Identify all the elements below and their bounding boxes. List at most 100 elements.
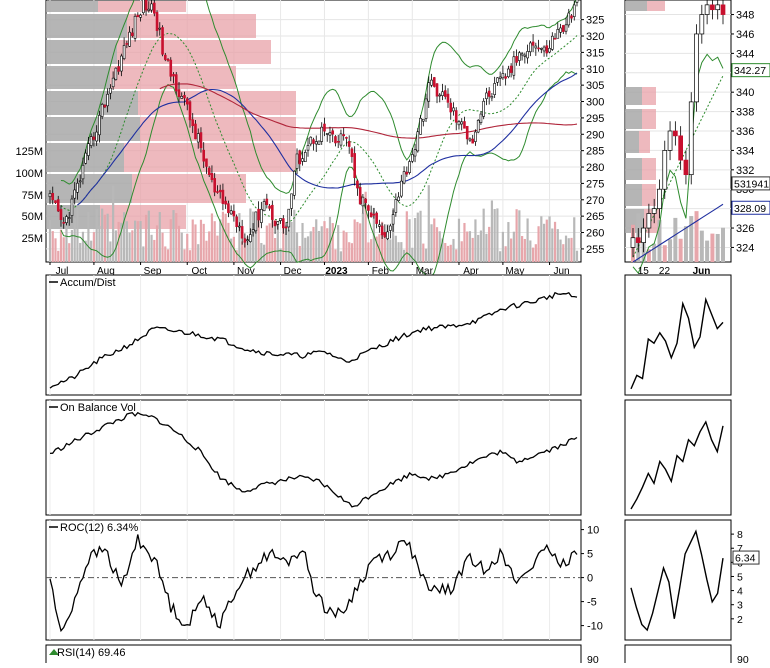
on-balance-vol-title: On Balance Vol xyxy=(60,402,136,414)
volume-bar xyxy=(405,211,408,262)
candle-body xyxy=(408,161,411,173)
volume-bar xyxy=(482,208,485,262)
candle-body xyxy=(540,48,543,50)
volume-axis: 25M 50M 75M 100M 125M xyxy=(15,146,43,245)
volume-bar xyxy=(79,242,82,262)
zoom-vbp-up xyxy=(625,1,647,11)
zoom-candle-body xyxy=(694,33,699,103)
zoom-vbp-up xyxy=(625,158,642,180)
moving-average-long xyxy=(159,83,578,139)
volume-bar xyxy=(199,219,203,262)
zoom-candle-body xyxy=(678,135,683,161)
roc-zoom-tick-label: 8 xyxy=(737,529,743,541)
roc-zoom-frame xyxy=(624,519,732,641)
volume-bar xyxy=(551,228,554,262)
candle-body xyxy=(306,145,310,151)
roc-value-label: 6.34 xyxy=(735,553,756,565)
price-tick-label: 325 xyxy=(586,15,604,27)
candle-body xyxy=(378,224,381,227)
candle-body xyxy=(490,96,494,99)
volume-bar xyxy=(139,221,142,262)
candle-body xyxy=(73,189,77,199)
volume-bar xyxy=(391,210,395,262)
volume-bar xyxy=(496,208,499,262)
candle-body xyxy=(188,101,192,121)
candle-body xyxy=(207,167,211,176)
candle-body xyxy=(323,123,326,132)
zoom-price-tick-label: 332 xyxy=(736,165,754,177)
roc-title: ROC(12) 6.34% xyxy=(60,522,138,534)
volume-by-price-down xyxy=(132,174,246,203)
volume-bar xyxy=(545,219,548,262)
zoom-vbp-down xyxy=(647,1,665,11)
volume-by-price-up xyxy=(46,14,127,38)
candle-body xyxy=(419,118,422,135)
candle-body xyxy=(369,212,373,218)
candle-body xyxy=(570,15,573,19)
candle-body xyxy=(526,51,529,59)
volume-bar xyxy=(95,209,98,262)
zoom-vbp-down xyxy=(642,109,656,129)
candle-body xyxy=(139,14,142,18)
price-tick-label: 320 xyxy=(586,31,604,43)
candle-body xyxy=(512,56,516,76)
volume-bar xyxy=(309,231,312,262)
volume-bar xyxy=(304,237,307,262)
roc-zoom-tick-label: 2 xyxy=(737,614,743,626)
candle-body xyxy=(246,239,249,241)
date-tick-label: Dec xyxy=(284,266,302,277)
volume-bar xyxy=(147,210,150,262)
zoom-date-tick-label: Jun xyxy=(693,266,711,277)
candle-body xyxy=(78,180,82,183)
candle-body xyxy=(100,103,104,117)
volume-by-price-down xyxy=(110,66,236,89)
candle-body xyxy=(553,37,557,40)
roc-line xyxy=(49,534,578,633)
candle-body xyxy=(161,27,164,55)
volume-bar xyxy=(76,208,79,262)
volume-bar xyxy=(282,228,285,262)
accum-dist-title: Accum/Dist xyxy=(60,277,116,289)
volume-bar xyxy=(367,242,370,262)
zoom-volume-bar xyxy=(694,211,699,262)
volume-bar xyxy=(537,226,540,262)
price-tick-label: 255 xyxy=(586,244,604,256)
volume-bar xyxy=(466,231,469,262)
candle-body xyxy=(265,198,269,205)
volume-bar xyxy=(350,243,354,262)
volume-bar xyxy=(123,212,126,262)
volume-tick-label: 125M xyxy=(15,146,43,158)
volume-by-price-up xyxy=(46,66,110,89)
zoom-vbp-up xyxy=(625,87,642,105)
candle-body xyxy=(561,25,565,32)
price-axis: 255 260 265 270 275 280 285 290 295 300 305 310 315 3… xyxy=(581,15,604,256)
volume-bar xyxy=(471,237,474,262)
zoom-price-tick-label: 348 xyxy=(736,10,754,22)
date-axis: Jul Aug Sep Oct Nov Dec 2023 Feb Mar Apr May Jun xyxy=(49,262,570,277)
price-tick-label: 265 xyxy=(586,211,604,223)
rsi-frame xyxy=(45,644,582,668)
candle-body xyxy=(98,115,101,136)
candle-body xyxy=(356,180,359,189)
price-tick-label: 310 xyxy=(586,64,604,76)
candle-body xyxy=(529,42,532,53)
candle-body xyxy=(95,131,98,142)
volume-bar xyxy=(435,227,439,262)
candle-body xyxy=(109,87,112,94)
candle-body xyxy=(537,47,540,50)
date-tick-label: Jul xyxy=(56,266,69,277)
candle-body xyxy=(493,83,496,95)
price-tick-label: 285 xyxy=(586,146,604,158)
volume-bar xyxy=(287,229,290,262)
volume-bar xyxy=(180,232,183,262)
candle-body xyxy=(336,140,340,143)
candle-body xyxy=(202,149,206,162)
roc-tick-label: 10 xyxy=(587,525,599,537)
volume-bar xyxy=(523,238,526,262)
volume-bar xyxy=(542,223,546,262)
candle-body xyxy=(391,214,395,225)
volume-bar xyxy=(320,226,323,262)
volume-bar xyxy=(416,212,419,262)
volume-bar xyxy=(114,230,117,262)
candle-body xyxy=(303,152,307,162)
